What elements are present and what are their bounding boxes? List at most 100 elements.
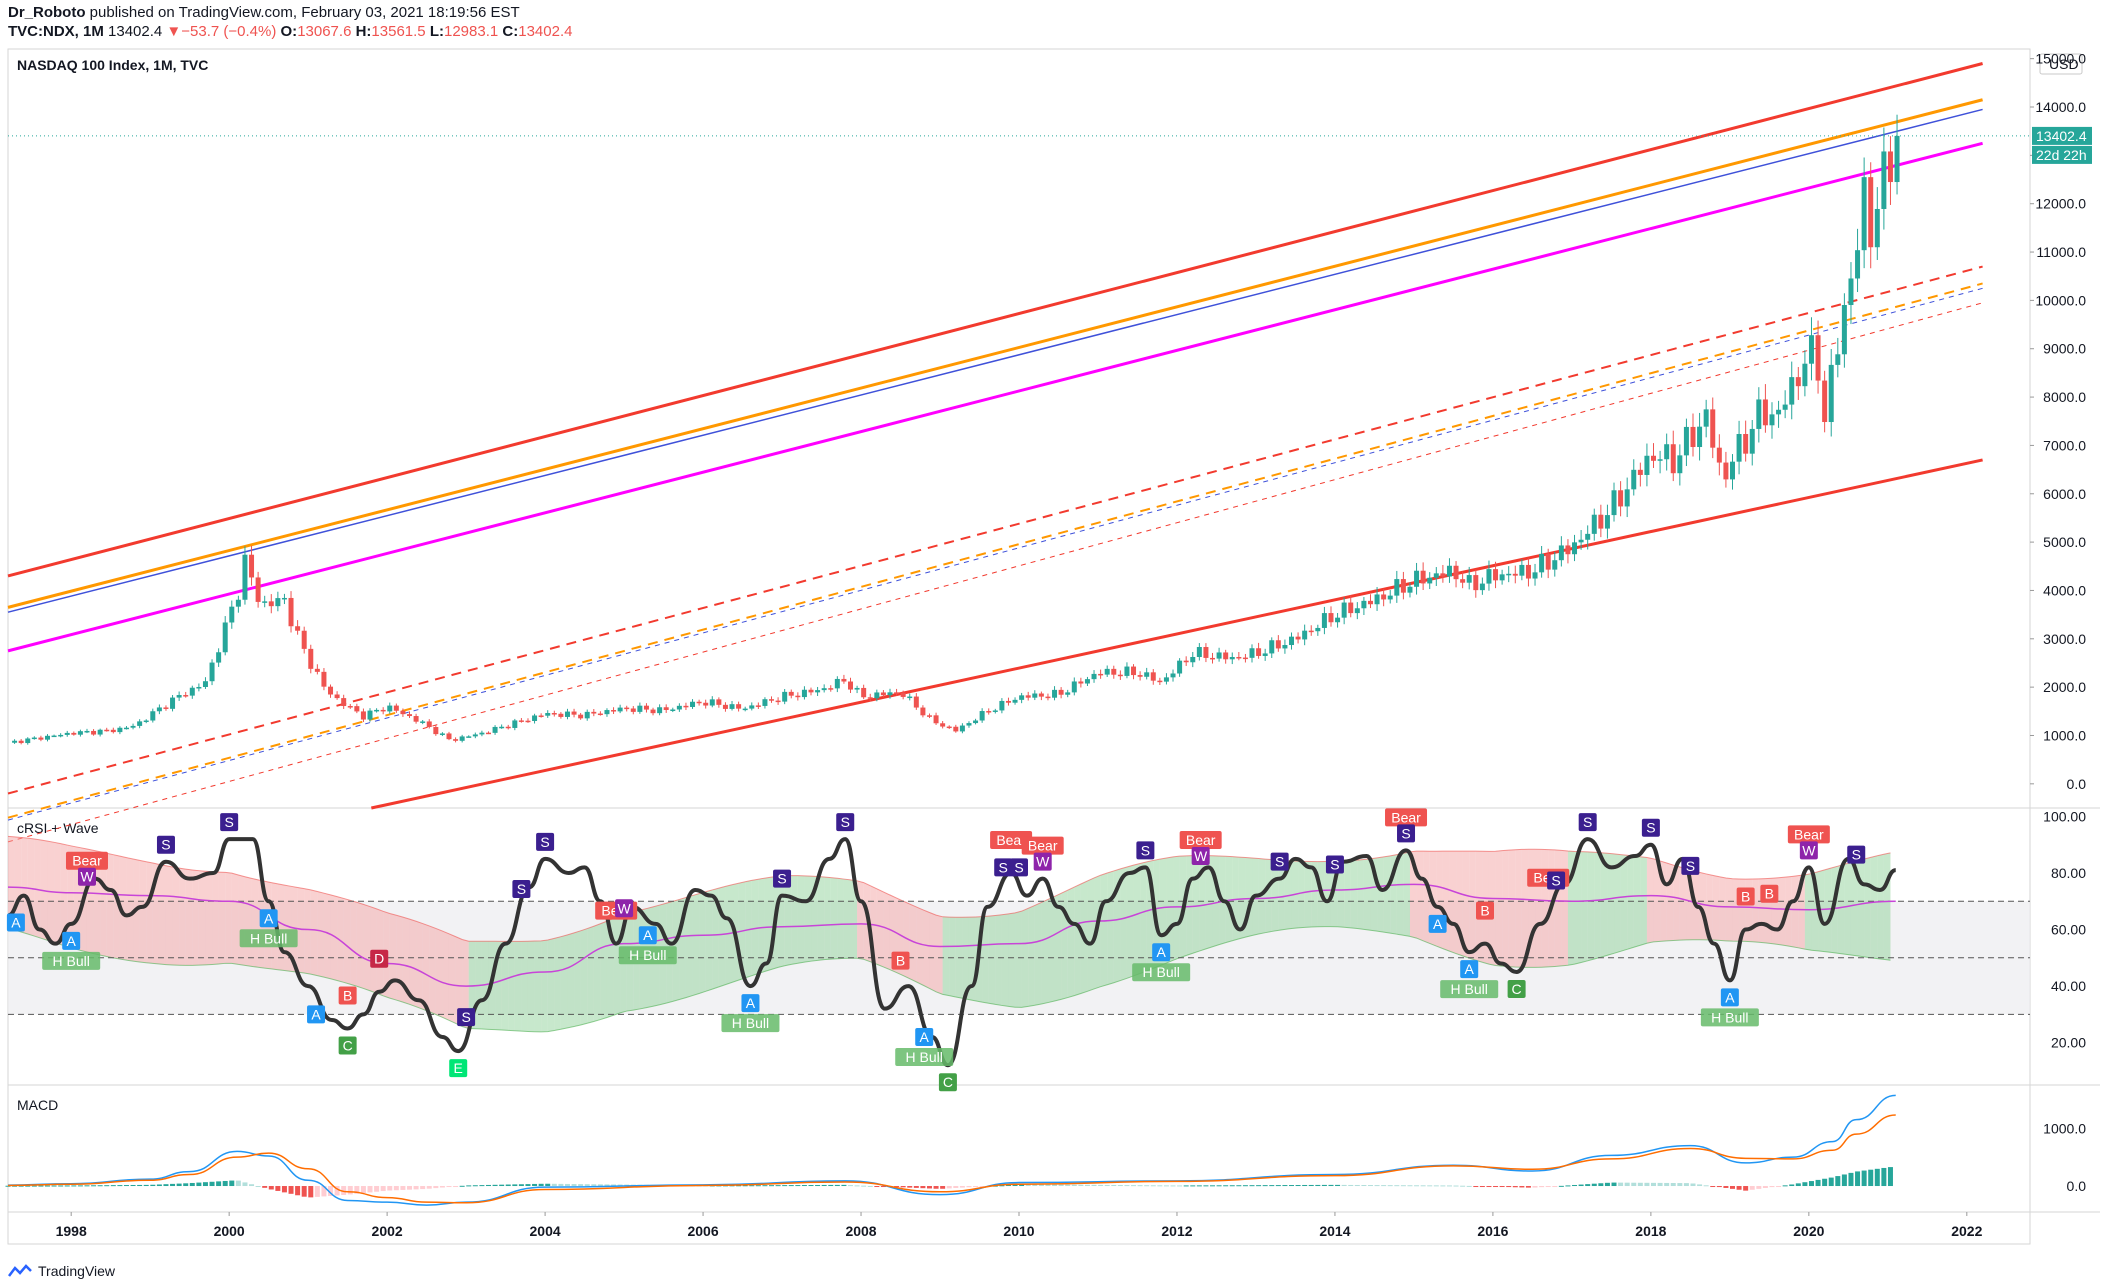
macd-histogram-bar xyxy=(518,1184,524,1187)
wave-band-segment xyxy=(1877,854,1884,960)
candle-body xyxy=(979,711,985,721)
macd-histogram-bar xyxy=(499,1184,505,1187)
macd-histogram-bar xyxy=(31,1185,37,1187)
time-tick-label: 2018 xyxy=(1635,1223,1666,1239)
macd-histogram-bar xyxy=(485,1184,491,1187)
candle-body xyxy=(676,705,682,710)
candle-body xyxy=(1058,689,1064,695)
candle-body xyxy=(703,702,709,706)
macd-histogram-bar xyxy=(1150,1185,1156,1187)
candle-body xyxy=(1479,583,1485,591)
macd-histogram-bar xyxy=(420,1186,426,1190)
crsi-marker-label: S xyxy=(1141,842,1150,858)
macd-histogram-bar xyxy=(1229,1185,1235,1187)
wave-band-segment xyxy=(1015,911,1022,1008)
wave-band-segment xyxy=(310,889,318,976)
crsi-marker-label: A xyxy=(1157,944,1167,960)
wave-band-segment xyxy=(1126,865,1134,979)
crsi-marker: S xyxy=(457,1008,476,1027)
wave-band-segment xyxy=(350,900,357,987)
macd-histogram-bar xyxy=(1552,1186,1558,1188)
crsi-marker-label: Bear xyxy=(1391,809,1421,825)
time-axis[interactable]: 1998 2000 2002 2004 2006 2008 2010 2012 2014 2016… xyxy=(56,1212,1983,1239)
crsi-marker-box xyxy=(741,994,760,1013)
wave-band-segment xyxy=(1620,854,1628,952)
candle-body xyxy=(1038,693,1044,697)
macd-panel-title[interactable]: MACD xyxy=(17,1097,58,1113)
crsi-ma-line xyxy=(7,883,1896,987)
macd-histogram-bar xyxy=(1828,1177,1834,1187)
macd-histogram-bar xyxy=(1762,1186,1768,1188)
candle-body xyxy=(1512,573,1518,576)
macd-histogram-bar xyxy=(229,1180,235,1187)
main-panel-title[interactable]: NASDAQ 100 Index, 1M, TVC xyxy=(17,57,208,73)
macd-panel[interactable]: 0.0 1000.0 xyxy=(5,1094,2087,1206)
macd-histogram-bar xyxy=(1578,1184,1584,1187)
wave-band-segment xyxy=(1074,883,1081,996)
macd-histogram-bar xyxy=(150,1184,156,1187)
macd-histogram-bar xyxy=(1137,1185,1143,1187)
crsi-marker-label: S xyxy=(999,859,1008,875)
macd-histogram-bar xyxy=(742,1185,748,1187)
trend-lines[interactable] xyxy=(7,62,1983,843)
wave-band-segment xyxy=(462,939,469,1029)
crsi-marker: B xyxy=(338,986,357,1005)
candle-body xyxy=(268,601,274,607)
crsi-marker: S xyxy=(1847,845,1866,864)
macd-histogram-bar xyxy=(97,1185,103,1187)
macd-histogram-bar xyxy=(1868,1169,1874,1187)
candle-body xyxy=(611,710,617,712)
time-tick-label: 2002 xyxy=(372,1223,403,1239)
macd-histogram-bar xyxy=(1381,1185,1387,1187)
trend-line xyxy=(371,458,1983,810)
wave-band-segment xyxy=(396,915,403,1003)
macd-histogram-bar xyxy=(492,1184,498,1187)
candle-body xyxy=(1749,428,1755,454)
candle-body xyxy=(255,577,261,602)
candle-body xyxy=(1387,595,1393,600)
symbol-label[interactable]: TVC:NDX, 1M xyxy=(8,23,104,40)
crsi-marker: W xyxy=(1191,847,1210,866)
wave-band-segment xyxy=(876,888,884,967)
macd-histogram-bar xyxy=(1335,1184,1341,1187)
macd-histogram-bar xyxy=(597,1184,603,1187)
trend-line xyxy=(7,141,1983,653)
trend-line xyxy=(7,287,1983,821)
candle-body xyxy=(1473,575,1479,591)
wave-band-segment xyxy=(1238,857,1246,939)
wave-band-segment xyxy=(534,940,542,1032)
candle-body xyxy=(374,709,380,712)
crsi-marker: S xyxy=(1547,871,1566,890)
crsi-marker-box xyxy=(1428,914,1447,933)
candle-body xyxy=(584,711,590,719)
macd-histogram-bar xyxy=(755,1185,761,1187)
candle-body xyxy=(696,701,702,704)
macd-histogram-bar xyxy=(25,1185,31,1187)
macd-histogram-bar xyxy=(1677,1183,1683,1187)
candle-body xyxy=(1887,151,1893,183)
candle-body xyxy=(1170,673,1176,678)
price-change: −53.7 (−0.4%) xyxy=(181,23,277,40)
trend-line xyxy=(7,62,1983,578)
wave-band-segment xyxy=(1535,849,1542,968)
crsi-marker: W xyxy=(1799,841,1818,860)
macd-histogram-bar xyxy=(525,1184,531,1187)
footer-brand[interactable]: TradingView xyxy=(8,1263,115,1279)
author-name[interactable]: Dr_Roboto xyxy=(8,4,86,21)
candle-body xyxy=(485,732,491,735)
currency-box[interactable] xyxy=(2039,53,2083,75)
candle-body xyxy=(907,696,913,699)
crsi-marker: S xyxy=(1578,813,1597,832)
wave-band-segment xyxy=(409,919,417,1007)
crsi-marker-box xyxy=(1700,1008,1759,1027)
wave-band-segment xyxy=(330,894,338,981)
crsi-marker: Bear xyxy=(65,851,108,870)
candle-body xyxy=(1137,675,1143,677)
macd-histogram-bar xyxy=(1038,1184,1044,1187)
candle-body xyxy=(736,704,742,709)
wave-band-segment xyxy=(1304,861,1312,928)
trend-line xyxy=(7,108,1983,613)
macd-histogram-bar xyxy=(907,1186,913,1188)
macd-histogram-bar xyxy=(973,1186,979,1188)
